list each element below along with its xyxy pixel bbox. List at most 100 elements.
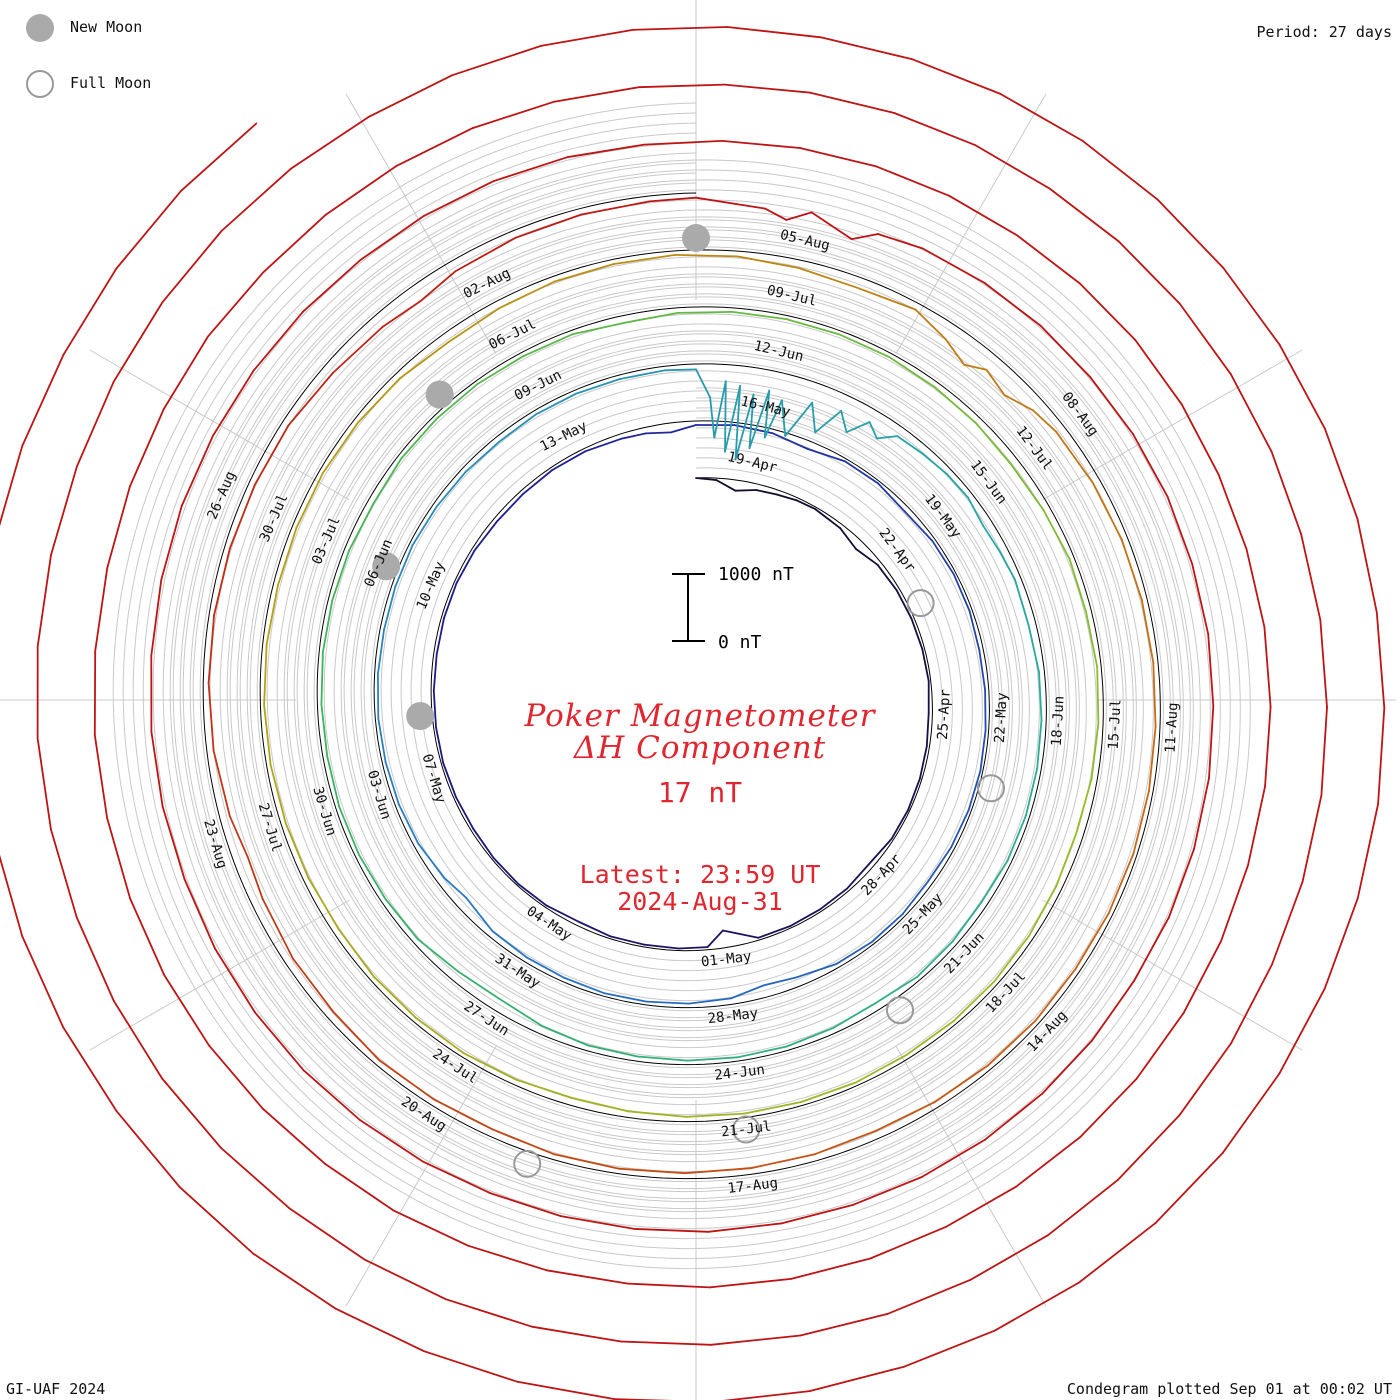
date-label: 25-Apr: [935, 689, 954, 740]
data-segment: [1047, 1178, 1119, 1237]
data-segment: [1132, 789, 1150, 855]
data-segment: [686, 1056, 739, 1062]
latest-date: 2024-Aug-31: [617, 887, 783, 916]
data-segment: [0, 444, 24, 527]
data-segment: [332, 1010, 381, 1062]
data-segment: [163, 974, 210, 1047]
data-segment: [214, 947, 257, 1014]
data-segment: [358, 853, 387, 900]
data-segment: [1247, 785, 1266, 867]
data-segment: [722, 1390, 811, 1400]
data-segment: [62, 267, 118, 356]
baseline-spiral: [202, 192, 1161, 1180]
data-segment: [1041, 1039, 1094, 1095]
data-segment: [613, 253, 677, 265]
data-segment: [1117, 240, 1181, 305]
full-moon-marker: [513, 1149, 542, 1178]
data-segment: [925, 712, 930, 748]
data-segment: [363, 1258, 447, 1301]
grid-spoke-1: [895, 93, 1047, 354]
moon-markers-layer: [372, 224, 1005, 1178]
data-segment: [1132, 433, 1169, 498]
data-segment: [1300, 533, 1322, 621]
data-segment: [1263, 626, 1272, 708]
data-segment: [289, 116, 370, 170]
data-segment: [517, 883, 548, 907]
data-segment: [835, 941, 873, 965]
data-segment: [713, 380, 727, 439]
data-segment: [911, 58, 1002, 95]
data-segment: [748, 393, 755, 450]
data-segment: [498, 998, 543, 1027]
data-segment: [749, 1153, 816, 1170]
data-segment: [743, 1101, 803, 1115]
data-segment: [789, 908, 821, 927]
data-segment: [781, 1203, 855, 1225]
data-segment: [1089, 376, 1134, 435]
data-segment: [1166, 495, 1194, 565]
data-segment: [695, 368, 711, 399]
data-segment: [846, 862, 871, 890]
date-label: 26-Aug: [204, 469, 239, 522]
data-segment: [951, 901, 983, 943]
data-segment: [914, 308, 947, 341]
data-segment: [476, 355, 525, 385]
data-segment: [715, 479, 737, 492]
data-segment: [397, 803, 420, 845]
date-label: 24-Jun: [714, 1062, 766, 1084]
data-segment: [288, 1207, 366, 1261]
grid-spiral-8: [122, 112, 1241, 1260]
scale-bar-top-label: 1000 nT: [718, 564, 794, 585]
data-segment: [1180, 403, 1220, 476]
data-segment: [411, 505, 438, 546]
data-segment: [643, 139, 723, 146]
data-segment: [522, 333, 574, 358]
data-segment: [1271, 880, 1304, 966]
data-segment: [160, 505, 183, 581]
data-segment: [1107, 852, 1135, 915]
data-segment: [887, 355, 936, 389]
data-segment: [392, 1209, 470, 1247]
data-segment: [839, 527, 857, 550]
data-segment: [514, 213, 582, 239]
data-segment: [1168, 848, 1195, 919]
data-segment: [685, 1112, 746, 1118]
data-segment: [1356, 517, 1378, 614]
date-label: 19-Apr: [726, 449, 779, 476]
data-segment: [435, 726, 445, 764]
data-segment: [781, 399, 787, 437]
data-segment: [808, 1365, 905, 1392]
data-segment: [580, 200, 651, 216]
date-label: 10-May: [414, 559, 449, 612]
data-segment: [563, 977, 606, 995]
data-segment: [1375, 611, 1386, 709]
data-segment: [919, 745, 928, 780]
data-segment: [1148, 725, 1157, 792]
data-segment: [334, 1307, 425, 1353]
data-segment: [627, 1110, 688, 1118]
data-segment: [869, 1226, 947, 1260]
data-segment: [491, 1128, 556, 1156]
data-segment: [183, 878, 216, 950]
data-segment: [451, 45, 542, 77]
data-segment: [1120, 538, 1143, 601]
data-segment: [950, 809, 970, 849]
data-segment: [785, 211, 813, 221]
data-segment: [456, 970, 501, 1000]
data-segment: [721, 139, 801, 149]
data-segment: [1301, 794, 1323, 883]
data-segment: [348, 502, 375, 552]
data-segment: [790, 1257, 872, 1280]
data-segment: [444, 1298, 533, 1328]
data-segment: [269, 763, 287, 824]
date-label: 17-Aug: [727, 1175, 779, 1197]
data-segment: [1003, 394, 1034, 412]
data-segment: [377, 717, 387, 764]
data-segment: [553, 1153, 620, 1170]
data-segment: [927, 846, 953, 883]
data-segment: [180, 434, 214, 507]
data-segment: [320, 703, 329, 758]
data-segment: [560, 1215, 636, 1230]
data-segment: [724, 384, 741, 453]
data-segment: [1134, 339, 1183, 406]
